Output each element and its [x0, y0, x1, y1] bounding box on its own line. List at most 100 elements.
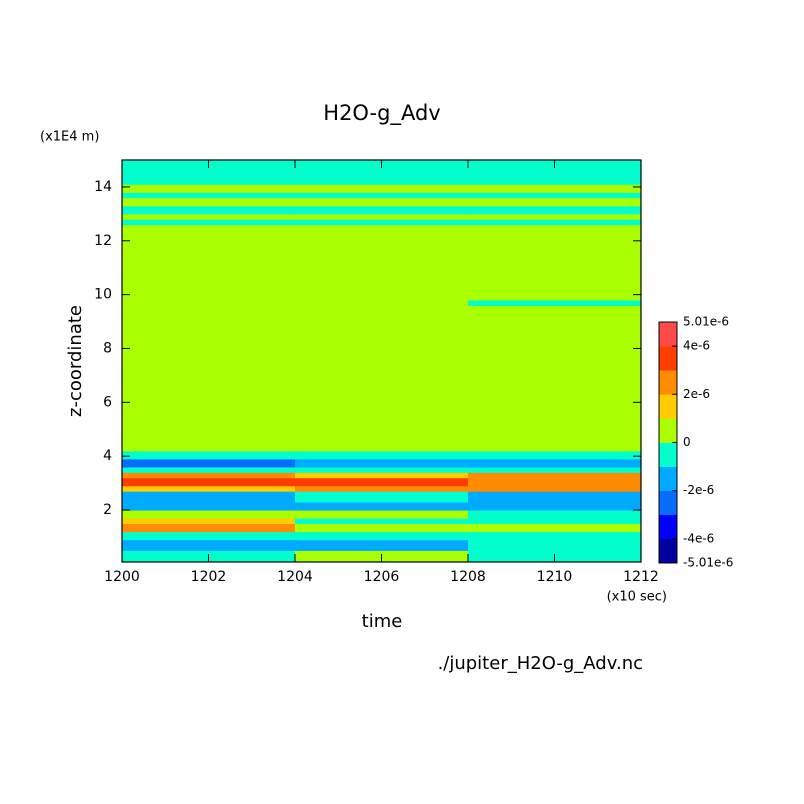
y-tick-label: 10	[94, 287, 112, 303]
contour-cell	[468, 192, 642, 199]
contour-cell	[295, 477, 469, 487]
contour-cell	[295, 472, 469, 479]
x-unit: (x10 sec)	[607, 590, 667, 605]
contour-cell	[295, 466, 469, 473]
contour-cell	[468, 300, 642, 306]
colorbar-tick-label: 0	[683, 435, 691, 449]
source-label: ./jupiter_H2O-g_Adv.nc	[438, 653, 643, 674]
colorbar-segment	[659, 370, 677, 395]
y-unit: (x1E4 m)	[40, 130, 99, 145]
contour-cell	[468, 184, 642, 193]
x-tick-label: 1212	[623, 569, 659, 585]
contour-cell	[122, 300, 296, 306]
x-tick-label: 1202	[191, 569, 227, 585]
contour-cell	[295, 450, 469, 460]
contour-cell	[122, 531, 296, 541]
contour-cell	[122, 450, 296, 460]
contour-cell	[122, 539, 296, 551]
contour-cell	[468, 305, 642, 452]
x-axis-label: time	[362, 611, 403, 632]
colorbar-segment	[659, 490, 677, 516]
contour-cell	[295, 192, 469, 199]
contour-cell	[468, 472, 642, 479]
contour-cell	[295, 305, 469, 452]
contour-cell	[295, 219, 469, 226]
colorbar-tick-label: 4e-6	[683, 339, 710, 353]
colorbar-segment	[659, 394, 677, 419]
contour-cell	[468, 224, 642, 301]
colorbar-tick-label: 2e-6	[683, 387, 710, 401]
contour-cell	[122, 224, 296, 301]
y-tick-label: 14	[94, 179, 112, 195]
contour-cell	[295, 518, 469, 524]
contour-cell	[468, 531, 642, 541]
y-tick-label: 12	[94, 233, 112, 249]
x-tick-label: 1200	[104, 569, 140, 585]
colorbar-tick-label: 5.01e-6	[683, 315, 729, 329]
contour-cell	[122, 501, 296, 511]
contour-cell	[468, 197, 642, 207]
contour-cell	[295, 213, 469, 220]
y-axis-label: z-coordinate	[65, 305, 86, 417]
contour-cell	[295, 205, 469, 215]
contour-cell	[468, 523, 642, 533]
contour-cell	[295, 458, 469, 468]
x-tick-label: 1204	[277, 569, 313, 585]
contour-cell	[295, 197, 469, 207]
contour-cell	[468, 213, 642, 220]
contour-cell	[122, 472, 296, 479]
contour-cell	[122, 523, 296, 533]
chart-title: H2O-g_Adv	[323, 101, 440, 126]
contour-cell	[122, 192, 296, 199]
y-tick-label: 2	[103, 502, 112, 518]
contour-cell	[122, 466, 296, 473]
colorbar-segment	[659, 514, 677, 540]
contour-cell	[295, 485, 469, 492]
contour-cell	[122, 219, 296, 226]
x-tick-label: 1210	[537, 569, 573, 585]
contour-cell	[468, 458, 642, 468]
contour-cell	[468, 450, 642, 460]
colorbar-tick-label: -2e-6	[683, 483, 714, 497]
contour-cell	[295, 510, 469, 519]
contour-cell	[468, 477, 642, 487]
contour-cell	[295, 501, 469, 511]
contour-cell	[122, 477, 296, 487]
contour-cell	[295, 491, 469, 503]
contour-cell	[295, 224, 469, 301]
colorbar-segment	[659, 466, 677, 491]
contour-cell	[468, 466, 642, 473]
colorbar-segment	[659, 418, 677, 443]
contour-cell	[122, 184, 296, 193]
colorbar-tick-label: -5.01e-6	[683, 556, 733, 570]
contour-cell	[468, 485, 642, 492]
colorbar-segment	[659, 346, 677, 371]
colorbar-segment	[659, 322, 677, 347]
contour-cell	[122, 485, 296, 492]
y-tick-label: 6	[103, 394, 112, 410]
contour-cell	[122, 491, 296, 503]
contour-cell	[295, 184, 469, 193]
contour-cell	[468, 491, 642, 503]
contour-cell	[122, 205, 296, 215]
contour-cell	[468, 205, 642, 215]
contour-cell	[468, 501, 642, 511]
contour-cell	[468, 219, 642, 226]
contour-cell	[468, 539, 642, 551]
colorbar-segment	[659, 442, 677, 467]
contour-cell	[122, 197, 296, 207]
colorbar-segment	[659, 538, 677, 564]
contour-cell	[468, 510, 642, 519]
contour-cell	[468, 518, 642, 524]
x-tick-label: 1208	[450, 569, 486, 585]
contour-cell	[122, 518, 296, 524]
x-tick-label: 1206	[364, 569, 400, 585]
y-tick-label: 8	[103, 340, 112, 356]
contour-cell	[295, 531, 469, 541]
y-tick-label: 4	[103, 448, 112, 464]
contour-cell	[122, 458, 296, 468]
contour-cell	[295, 539, 469, 551]
colorbar-tick-label: -4e-6	[683, 531, 714, 545]
contour-cell	[295, 300, 469, 306]
